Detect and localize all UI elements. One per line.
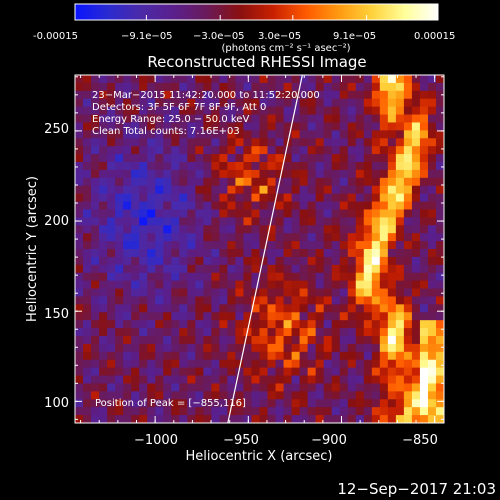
x-tick-label: −950: [223, 433, 259, 448]
y-tick-label: 100: [44, 396, 69, 411]
footer-timestamp: 12−Sep−2017 21:03: [337, 480, 496, 498]
colorbar: [74, 3, 439, 21]
colorbar-tick-label: 0.00015: [414, 31, 455, 42]
annotation-energy-range: Energy Range: 25.0 − 50.0 keV: [92, 114, 249, 125]
x-tick-label: −1000: [134, 433, 178, 448]
y-tick-label: 200: [44, 214, 69, 229]
annotation-clean-counts: Clean Total counts: 7.16E+03: [92, 126, 240, 137]
colorbar-tick-label: −9.1e−05: [121, 31, 173, 42]
y-axis-label: Heliocentric Y (arcsec): [25, 176, 40, 322]
colorbar-tick-label: −3.0e−05: [193, 31, 245, 42]
colorbar-ticks: [74, 15, 439, 20]
colorbar-tick-label: -0.00015: [33, 31, 78, 42]
annotation-time-range: 23−Mar−2015 11:42:20.000 to 11:52:20.000: [92, 90, 320, 101]
x-tick-label: −900: [311, 433, 347, 448]
y-tick-label: 250: [44, 122, 69, 137]
colorbar-tick-label: 3.0e−05: [258, 31, 301, 42]
annotation-detectors: Detectors: 3F 5F 6F 7F 8F 9F, Att 0: [92, 102, 266, 113]
colorbar-units: (photons cm⁻² s⁻¹ asec⁻²): [221, 43, 350, 54]
peak-position-label: Position of Peak = [−855,116]: [95, 398, 246, 409]
plot-frame: [74, 74, 445, 424]
x-tick-label: −850: [402, 433, 438, 448]
colorbar-tick-label: 9.1e−05: [333, 31, 376, 42]
x-axis-label: Heliocentric X (arcsec): [186, 449, 333, 464]
solar-limb-line: [227, 74, 303, 424]
axis-ticks: [75, 75, 444, 423]
chart-title: Reconstructed RHESSI Image: [147, 53, 366, 71]
y-tick-label: 150: [44, 307, 69, 322]
